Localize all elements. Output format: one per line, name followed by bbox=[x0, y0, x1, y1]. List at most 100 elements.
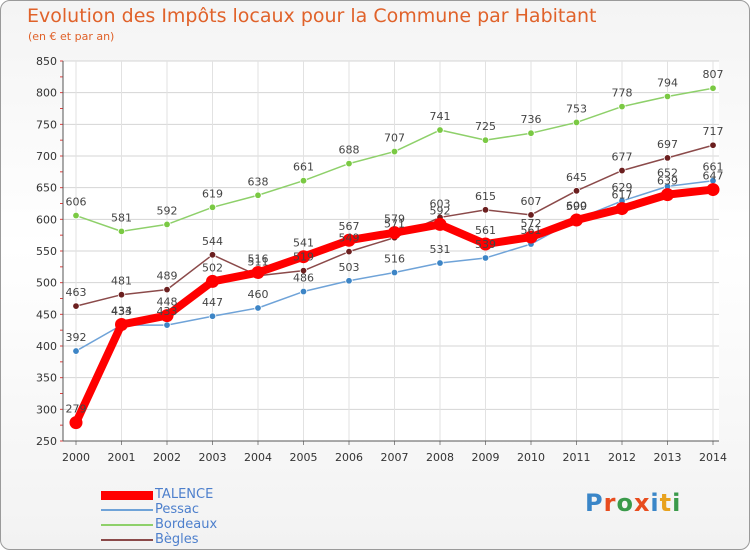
data-point-bgles bbox=[299, 266, 308, 275]
data-point-bordeaux bbox=[117, 227, 126, 236]
data-label-pessac: 600 bbox=[566, 199, 587, 212]
data-label-pessac: 661 bbox=[703, 161, 724, 174]
data-label-bordeaux: 753 bbox=[566, 102, 587, 115]
data-point-bgles bbox=[481, 206, 490, 214]
data-point-bordeaux bbox=[254, 191, 262, 199]
data-label-bordeaux: 741 bbox=[430, 110, 451, 123]
y-tick-label: 450 bbox=[36, 308, 57, 321]
y-tick-label: 300 bbox=[36, 403, 57, 416]
data-label-bgles: 549 bbox=[339, 232, 360, 245]
data-point-talence bbox=[342, 233, 356, 247]
data-label-pessac: 629 bbox=[612, 181, 633, 194]
chart-subtitle: (en € et par an) bbox=[28, 30, 115, 43]
data-label-bordeaux: 778 bbox=[612, 87, 633, 100]
data-label-pessac: 486 bbox=[293, 272, 314, 285]
data-point-bgles bbox=[117, 291, 126, 299]
legend-item-bgles: Bègles bbox=[101, 532, 301, 547]
data-label-bordeaux: 661 bbox=[293, 161, 314, 174]
y-tick-label: 350 bbox=[36, 372, 57, 385]
data-point-talence bbox=[661, 188, 674, 202]
data-label-bordeaux: 707 bbox=[384, 132, 405, 145]
data-label-talence: 502 bbox=[202, 261, 223, 274]
data-point-bgles bbox=[709, 141, 717, 149]
data-point-talence bbox=[524, 230, 538, 244]
data-label-bordeaux: 688 bbox=[339, 144, 360, 157]
data-label-pessac: 531 bbox=[430, 243, 451, 256]
data-label-bgles: 697 bbox=[657, 138, 678, 151]
data-label-talence: 647 bbox=[703, 170, 724, 183]
x-tick-label: 2003 bbox=[199, 451, 227, 464]
data-point-pessac bbox=[436, 259, 444, 267]
data-point-talence bbox=[251, 266, 265, 280]
data-label-talence: 516 bbox=[248, 253, 269, 266]
data-point-bordeaux bbox=[208, 203, 217, 211]
data-point-talence bbox=[160, 309, 174, 323]
data-point-bordeaux bbox=[663, 92, 672, 101]
data-point-bgles bbox=[72, 302, 80, 310]
data-label-bgles: 511 bbox=[248, 256, 269, 269]
data-label-bordeaux: 619 bbox=[202, 187, 223, 200]
data-label-pessac: 539 bbox=[475, 238, 496, 251]
data-label-bgles: 677 bbox=[612, 151, 633, 164]
data-label-bgles: 717 bbox=[703, 125, 724, 138]
data-point-pessac bbox=[481, 254, 490, 262]
data-label-bordeaux: 581 bbox=[111, 211, 132, 224]
data-point-bordeaux bbox=[709, 84, 717, 92]
data-point-pessac bbox=[390, 268, 399, 277]
proxiti-logo: Proxiti bbox=[585, 489, 682, 517]
data-point-pessac bbox=[208, 312, 217, 320]
data-label-bordeaux: 592 bbox=[157, 204, 178, 217]
data-label-pessac: 392 bbox=[66, 331, 87, 344]
data-point-bordeaux bbox=[345, 159, 353, 168]
data-label-talence: 579 bbox=[384, 213, 405, 226]
x-tick-label: 2006 bbox=[335, 451, 363, 464]
y-tick-label: 800 bbox=[36, 87, 57, 100]
data-point-talence bbox=[388, 226, 401, 240]
x-tick-label: 2009 bbox=[472, 451, 500, 464]
data-label-talence: 434 bbox=[111, 304, 132, 317]
data-label-bordeaux: 725 bbox=[475, 120, 496, 133]
x-tick-label: 2012 bbox=[608, 451, 636, 464]
data-label-pessac: 652 bbox=[657, 166, 678, 179]
x-tick-label: 2011 bbox=[563, 451, 591, 464]
data-point-bgles bbox=[208, 251, 217, 259]
data-label-bordeaux: 794 bbox=[657, 76, 678, 89]
x-tick-label: 2002 bbox=[153, 451, 181, 464]
data-point-bordeaux bbox=[299, 176, 308, 185]
legend-label-bordeaux: Bordeaux bbox=[155, 517, 218, 532]
data-point-bgles bbox=[618, 166, 626, 175]
y-tick-label: 700 bbox=[36, 150, 57, 163]
x-tick-label: 2013 bbox=[654, 451, 682, 464]
data-point-talence bbox=[69, 416, 83, 430]
data-point-bordeaux bbox=[163, 220, 171, 229]
data-label-bordeaux: 638 bbox=[248, 175, 269, 188]
data-label-talence: 448 bbox=[157, 296, 178, 309]
data-point-bordeaux bbox=[527, 129, 535, 137]
y-tick-label: 750 bbox=[36, 118, 57, 131]
data-point-bgles bbox=[527, 211, 535, 219]
data-label-pessac: 516 bbox=[384, 253, 405, 266]
chart-title: Evolution des Impôts locaux pour la Comm… bbox=[27, 5, 597, 27]
data-label-talence: 561 bbox=[475, 224, 496, 237]
data-point-talence bbox=[115, 317, 128, 331]
y-tick-label: 500 bbox=[36, 277, 57, 290]
y-tick-label: 650 bbox=[36, 182, 57, 195]
data-point-bordeaux bbox=[72, 211, 80, 220]
y-tick-label: 850 bbox=[36, 55, 57, 68]
data-label-pessac: 433 bbox=[157, 305, 178, 318]
x-tick-label: 2007 bbox=[381, 451, 409, 464]
x-tick-label: 2000 bbox=[62, 451, 90, 464]
data-point-bordeaux bbox=[481, 136, 490, 144]
data-label-bordeaux: 606 bbox=[66, 196, 87, 209]
data-label-bgles: 645 bbox=[566, 171, 587, 184]
legend-item-bordeaux: Bordeaux bbox=[101, 517, 301, 532]
data-point-pessac bbox=[72, 347, 80, 355]
legend-swatch-pessac bbox=[101, 509, 153, 511]
data-label-bgles: 463 bbox=[66, 286, 87, 299]
data-label-talence: 567 bbox=[339, 220, 360, 233]
data-point-talence bbox=[570, 213, 583, 227]
data-label-pessac: 460 bbox=[248, 288, 269, 301]
data-point-talence bbox=[433, 217, 447, 231]
x-tick-label: 2005 bbox=[290, 451, 318, 464]
